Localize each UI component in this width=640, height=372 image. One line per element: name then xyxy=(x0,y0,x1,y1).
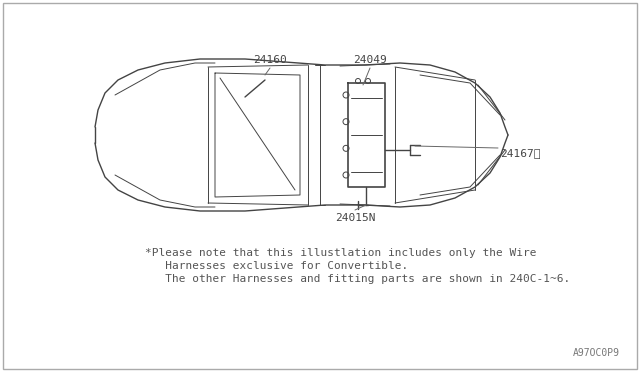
Text: 24049: 24049 xyxy=(353,55,387,65)
Text: 24160: 24160 xyxy=(253,55,287,65)
Text: Harnesses exclusive for Convertible.: Harnesses exclusive for Convertible. xyxy=(145,261,408,271)
Text: 24167א: 24167א xyxy=(500,148,541,158)
Text: *Please note that this illustlation includes only the Wire: *Please note that this illustlation incl… xyxy=(145,248,536,258)
Text: The other Harnesses and fitting parts are shown in 240C-1~6.: The other Harnesses and fitting parts ar… xyxy=(145,274,570,284)
Text: 24015N: 24015N xyxy=(335,213,375,223)
Text: A97OC0P9: A97OC0P9 xyxy=(573,348,620,358)
